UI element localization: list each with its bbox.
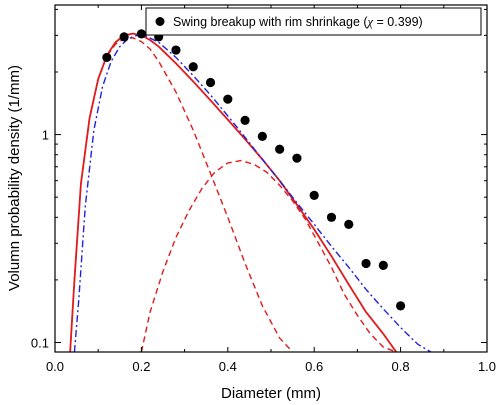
x-tick-label: 0.4 xyxy=(219,359,237,374)
x-tick-label: 0.0 xyxy=(46,359,64,374)
data-point xyxy=(205,77,216,88)
scatter-group xyxy=(102,29,406,311)
legend-label-symbol: χ xyxy=(367,15,374,29)
series-solid-line-1 xyxy=(69,32,398,352)
data-point xyxy=(240,115,250,125)
legend-marker xyxy=(155,17,165,26)
legend-label: Swing breakup with rim shrinkage (χ = 0.… xyxy=(173,15,423,29)
x-tick-label: 0.6 xyxy=(305,359,323,374)
x-axis: 0.0 0.2 0.4 0.6 0.8 1.0 xyxy=(46,5,496,374)
series-dashed-line-3 xyxy=(140,159,397,352)
data-point xyxy=(326,212,337,222)
data-point xyxy=(171,45,181,55)
legend: Swing breakup with rim shrinkage (χ = 0.… xyxy=(145,7,482,36)
legend-label-suffix: = 0.399) xyxy=(373,15,423,29)
data-point xyxy=(378,260,388,270)
series-dashdot-line-4 xyxy=(73,34,432,352)
data-point xyxy=(136,29,146,39)
data-point xyxy=(102,52,112,63)
data-point xyxy=(188,62,198,72)
x-tick-label: 0.2 xyxy=(132,359,150,374)
data-point xyxy=(361,258,371,269)
data-point xyxy=(257,131,267,141)
y-axis-title: Volumn probability density (1/mm) xyxy=(6,65,23,291)
data-point xyxy=(119,32,129,42)
x-tick-label: 1.0 xyxy=(478,359,496,374)
series-dashed-line-2 xyxy=(69,37,294,352)
legend-box xyxy=(145,7,482,36)
y-tick-label: 0.1 xyxy=(31,335,49,350)
data-point xyxy=(396,301,406,311)
legend-label-prefix: Swing breakup with rim shrinkage ( xyxy=(173,15,368,29)
x-tick-label: 0.8 xyxy=(392,359,410,374)
series-group xyxy=(69,32,432,352)
y-axis: 0.11 xyxy=(31,8,487,350)
data-point xyxy=(292,153,302,163)
data-point xyxy=(223,94,233,104)
data-point xyxy=(344,219,354,229)
data-point xyxy=(275,144,285,154)
data-point xyxy=(309,190,319,200)
y-tick-label: 1 xyxy=(42,128,49,143)
x-axis-title: Diameter (mm) xyxy=(221,385,321,402)
